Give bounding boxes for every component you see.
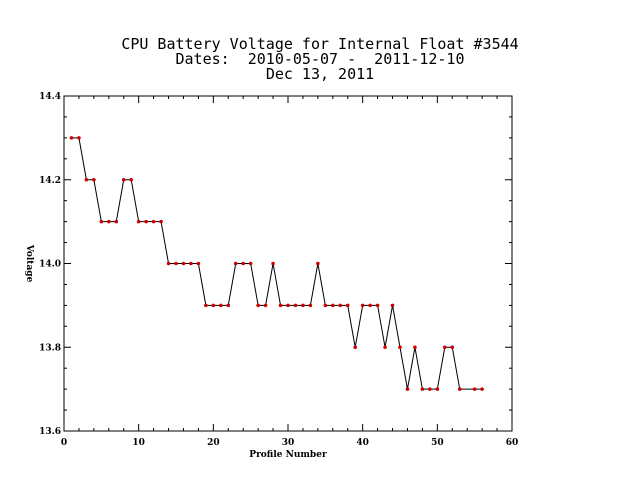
chart-title-block: CPU Battery Voltage for Internal Float #… [0, 37, 640, 82]
y-tick-label: 14.4 [39, 92, 61, 102]
data-point [480, 387, 484, 391]
data-point [136, 219, 141, 224]
data-point [204, 303, 208, 308]
data-point [405, 387, 410, 391]
x-tick-label: 50 [431, 438, 444, 448]
data-point [196, 261, 201, 266]
data-point [166, 261, 171, 266]
data-point [144, 219, 148, 224]
data-point [211, 303, 216, 308]
chart-title: CPU Battery Voltage for Internal Float #… [121, 35, 519, 53]
y-tick-label: 13.6 [39, 427, 61, 437]
data-point [331, 303, 335, 308]
data-point [286, 303, 290, 308]
data-point [233, 261, 238, 266]
data-point [375, 303, 380, 308]
data-point [450, 345, 455, 350]
data-point [107, 219, 111, 224]
data-point [443, 345, 447, 350]
y-tick-label: 13.8 [39, 343, 61, 353]
data-point [219, 303, 223, 308]
data-point [99, 219, 104, 224]
data-point [226, 303, 231, 308]
x-tick-label: 40 [356, 438, 369, 448]
data-point [435, 387, 440, 391]
plot-marks [69, 136, 484, 391]
x-tick-label: 60 [506, 438, 519, 448]
data-point [181, 261, 186, 266]
x-axis-label: Profile Number [249, 450, 327, 460]
data-point [316, 261, 320, 266]
data-point [428, 387, 432, 391]
y-tick-label: 14.0 [39, 260, 61, 270]
y-axis-label: Voltage [24, 244, 34, 283]
x-tick-label: 10 [132, 438, 145, 448]
data-point [323, 303, 328, 308]
data-point [278, 303, 283, 308]
data-point [77, 136, 81, 140]
data-point [248, 261, 253, 266]
x-tick-label: 20 [207, 438, 220, 448]
y-tick-label: 14.2 [39, 176, 61, 186]
x-tick-label: 30 [282, 438, 295, 448]
data-point [368, 303, 372, 308]
voltage-series-line [71, 137, 483, 390]
data-point [293, 303, 298, 308]
data-point [338, 303, 343, 308]
data-point [69, 136, 74, 140]
data-point [398, 345, 402, 350]
data-point [241, 261, 245, 266]
data-point [92, 177, 96, 182]
data-point [263, 303, 268, 308]
data-point [174, 261, 178, 266]
plot-axes: 0 10 20 30 40 50 60 13.6 13.8 14.0 14.2 14.4 [39, 92, 518, 448]
data-point [457, 387, 462, 391]
data-point [129, 177, 133, 182]
data-point [114, 219, 119, 224]
data-point [189, 261, 193, 266]
data-point [308, 303, 313, 308]
data-point [121, 177, 126, 182]
data-point [159, 219, 163, 224]
chart-generated-date: Dec 13, 2011 [265, 65, 375, 83]
plot-frame [63, 95, 513, 432]
data-point [256, 303, 260, 308]
data-point [84, 177, 89, 182]
data-point [271, 261, 275, 266]
data-point [420, 387, 425, 391]
data-point [345, 303, 350, 308]
data-point [151, 219, 156, 224]
chart-date-range: Dates: 2010-05-07 - 2011-12-10 [175, 50, 465, 68]
x-tick-label: 0 [61, 438, 67, 448]
data-point [353, 345, 358, 350]
data-point [360, 303, 365, 308]
data-point [301, 303, 305, 308]
data-point [413, 345, 417, 350]
data-point [390, 303, 395, 308]
data-point [383, 345, 387, 350]
data-point [472, 387, 477, 391]
